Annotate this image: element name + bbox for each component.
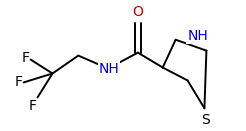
Text: NH: NH [99, 62, 120, 75]
Text: F: F [22, 51, 30, 65]
Text: O: O [132, 5, 143, 19]
Text: F: F [29, 99, 37, 113]
Text: F: F [15, 75, 23, 89]
Text: NH: NH [187, 29, 208, 43]
Text: S: S [201, 113, 210, 127]
